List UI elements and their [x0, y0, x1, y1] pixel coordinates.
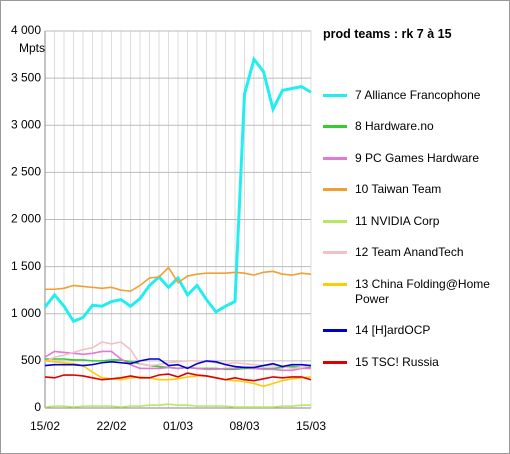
legend-label: 8 Hardware.no	[355, 119, 434, 133]
y-tick-label: 1 000	[11, 306, 41, 320]
legend-item: 12 Team AnandTech	[323, 245, 503, 260]
x-tick-label: 15/03	[296, 419, 326, 433]
legend-item: 13 China Folding@Home Power	[323, 277, 503, 307]
legend-label: 9 PC Games Hardware	[355, 151, 480, 165]
y-tick-label: 500	[21, 353, 41, 367]
y-tick-label: 4 000	[11, 23, 41, 37]
x-tick-label: 15/02	[30, 419, 60, 433]
series-line	[43, 55, 312, 324]
legend-item: 10 Taiwan Team	[323, 182, 503, 197]
y-tick-label: 3 500	[11, 70, 41, 84]
y-tick-label: 3 000	[11, 117, 41, 131]
legend-label: 10 Taiwan Team	[355, 182, 442, 196]
legend-swatch	[323, 125, 347, 128]
legend-swatch	[323, 188, 347, 191]
y-tick-label: 0	[34, 400, 41, 414]
legend-label: 7 Alliance Francophone	[355, 88, 481, 102]
legend-swatch	[323, 94, 347, 97]
legend-label: 13 China Folding@Home Power	[355, 277, 490, 306]
legend-label: 14 [H]ardOCP	[355, 323, 431, 337]
legend-label: 12 Team AnandTech	[355, 245, 464, 259]
series-line	[44, 358, 312, 370]
legend-swatch	[323, 283, 347, 286]
series-line	[45, 266, 312, 292]
legend-swatch	[323, 361, 347, 364]
x-tick-label: 01/03	[163, 419, 193, 433]
y-axis-label: Mpts	[19, 41, 45, 55]
y-tick-label: 1 500	[11, 259, 41, 273]
legend-item: 15 TSC! Russia	[323, 355, 503, 370]
x-tick-label: 22/02	[96, 419, 126, 433]
legend-item: 7 Alliance Francophone	[323, 88, 503, 103]
legend-label: 15 TSC! Russia	[355, 355, 439, 369]
series-line	[44, 403, 311, 408]
series-line	[44, 350, 311, 372]
legend-swatch	[323, 329, 347, 332]
legend-swatch	[323, 157, 347, 160]
legend-item: 9 PC Games Hardware	[323, 151, 503, 166]
legend-swatch	[323, 251, 347, 254]
legend-item: 14 [H]ardOCP	[323, 323, 503, 338]
legend-item: 11 NVIDIA Corp	[323, 214, 503, 229]
x-tick-label: 08/03	[229, 419, 259, 433]
legend-swatch	[323, 220, 347, 223]
legend-item: 8 Hardware.no	[323, 119, 503, 134]
y-tick-label: 2 000	[11, 212, 41, 226]
series-line	[44, 360, 312, 388]
y-tick-label: 2 500	[11, 165, 41, 179]
legend-label: 11 NVIDIA Corp	[355, 214, 440, 228]
chart-title: prod teams : rk 7 à 15	[323, 27, 452, 41]
series-line	[44, 372, 312, 382]
